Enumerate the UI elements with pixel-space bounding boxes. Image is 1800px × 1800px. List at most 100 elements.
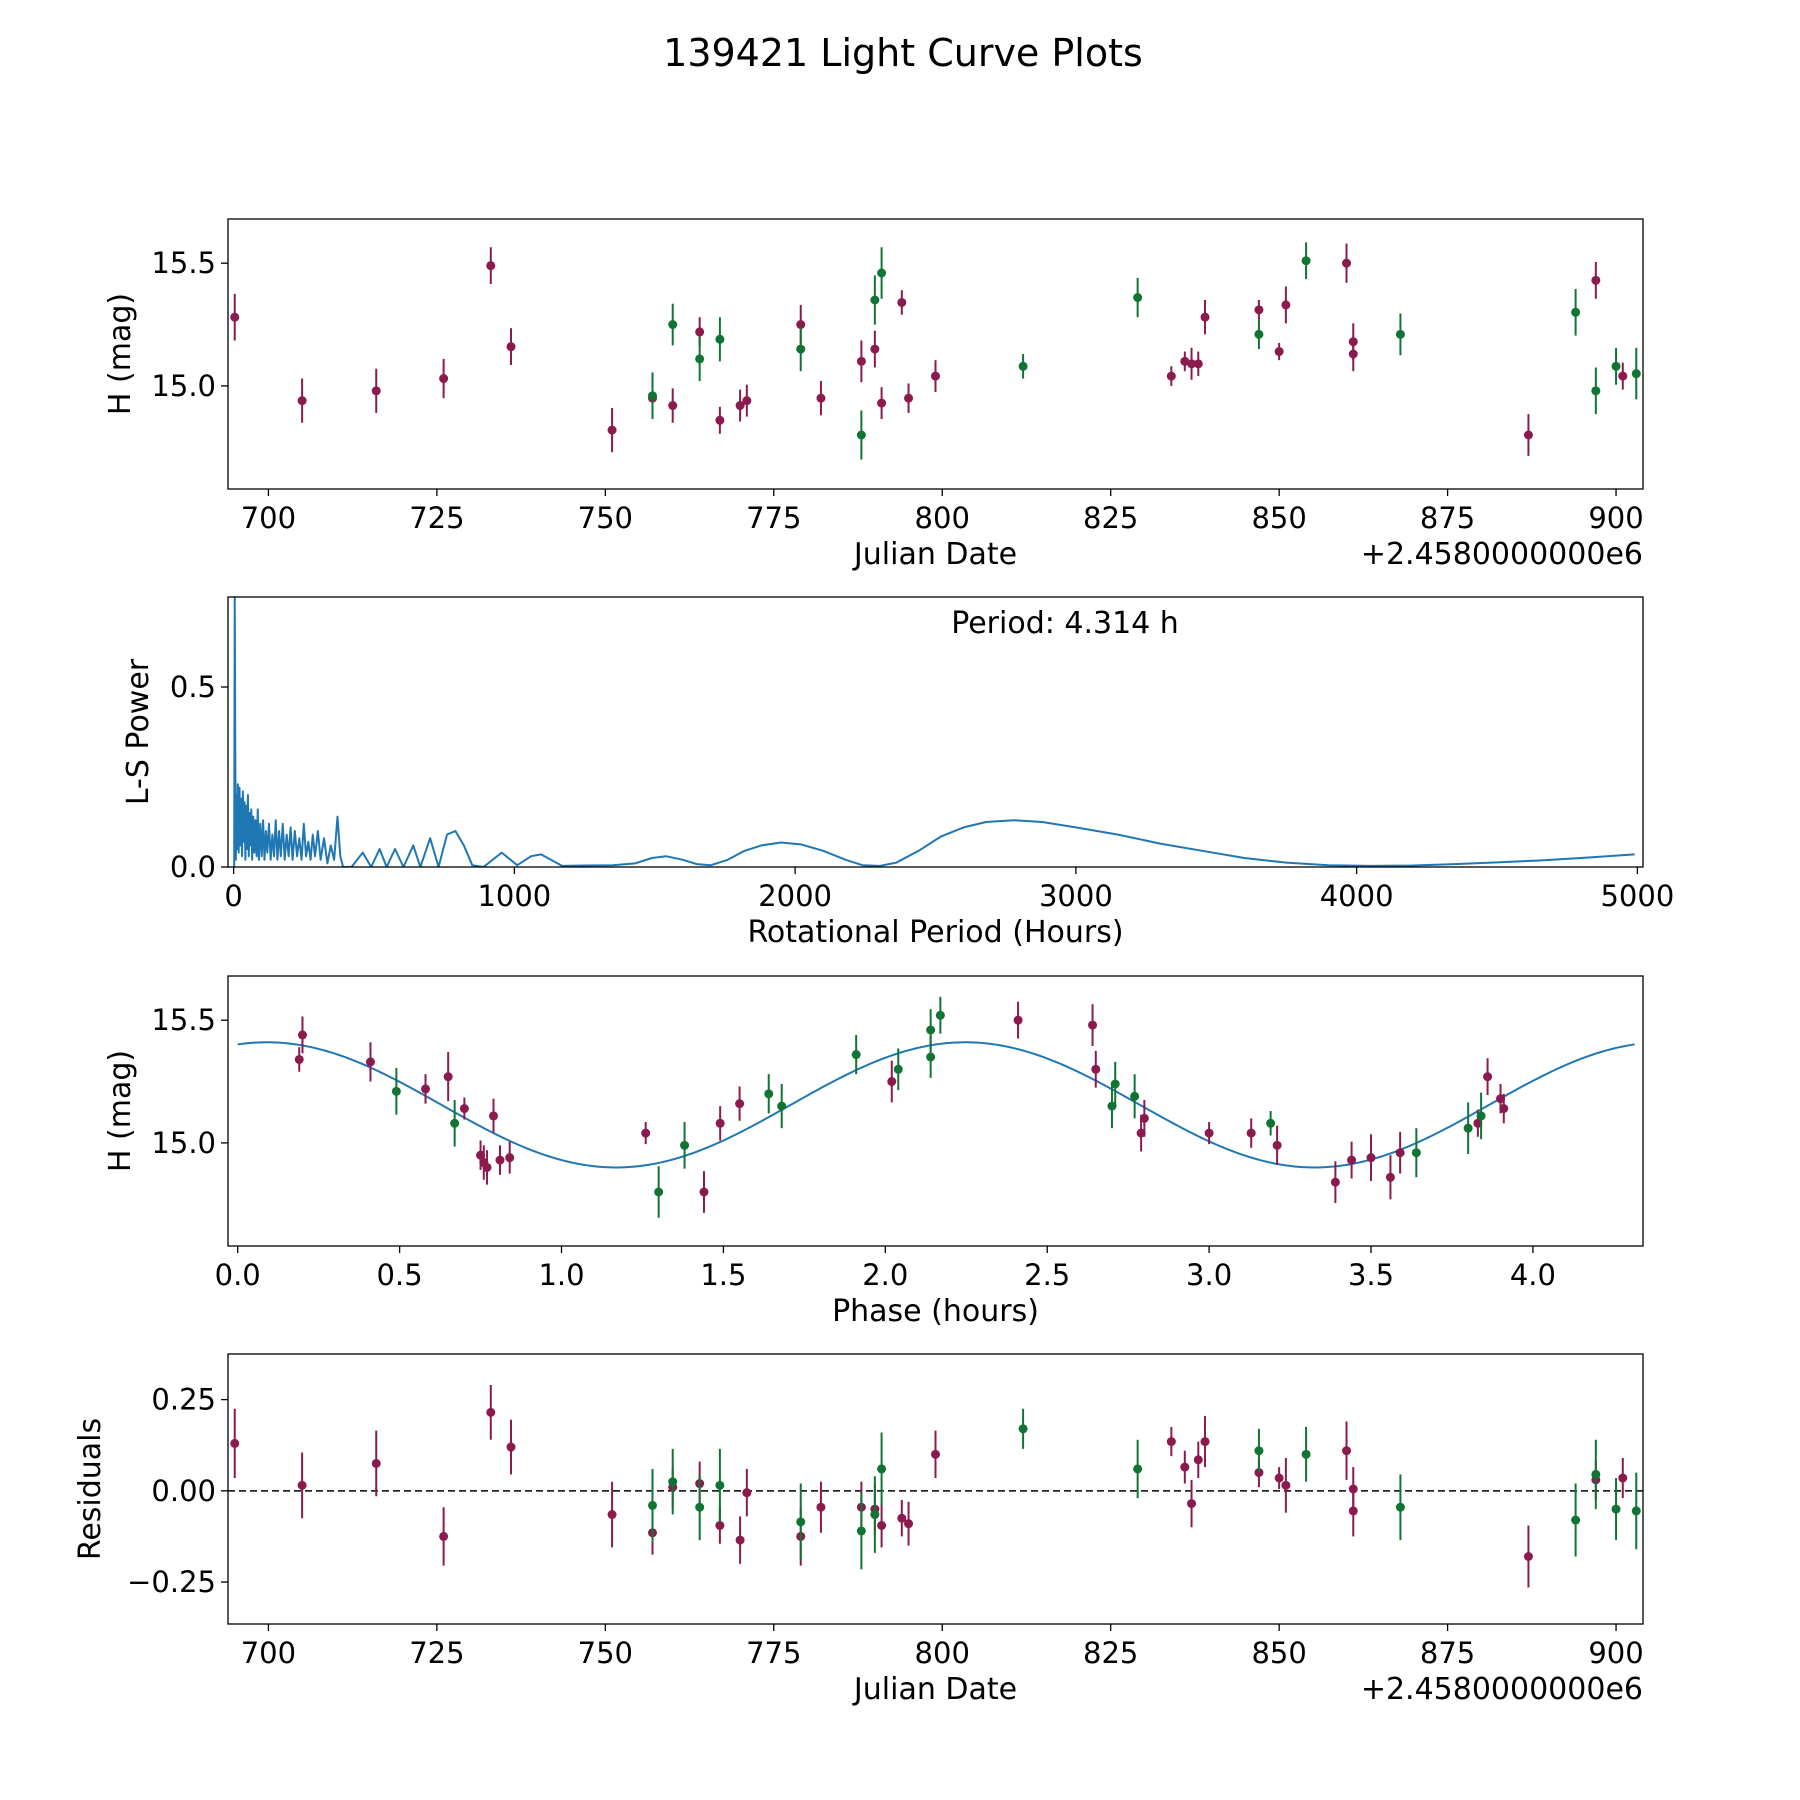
phase-magenta-point-29: [1395, 1148, 1405, 1158]
residuals-xlabel: Julian Date: [852, 1672, 1017, 1707]
lightcurve-green-point-3: [715, 334, 725, 344]
lightcurve-magenta-point-19: [904, 393, 914, 403]
lightcurve-green-point-10: [1254, 329, 1264, 339]
phase-green-point-2: [654, 1187, 664, 1197]
phase-green-point-5: [777, 1101, 787, 1111]
lightcurve-green-point-5: [856, 430, 866, 440]
residuals-green-point-3: [715, 1480, 725, 1490]
lightcurve-xtick-label-4: 800: [915, 501, 970, 535]
phase-ytick-label-0: 15.0: [151, 1126, 216, 1160]
residuals-green-point-10: [1254, 1446, 1264, 1456]
phase-xtick-label-8: 4.0: [1510, 1258, 1556, 1292]
periodogram-xtick-label-0: 0: [224, 879, 242, 913]
lightcurve-magenta-point-27: [1274, 347, 1284, 357]
phase-magenta-point-14: [715, 1118, 725, 1128]
phase-magenta-point-25: [1330, 1177, 1340, 1187]
residuals-green-point-1: [668, 1477, 678, 1487]
periodogram-xtick-label-4: 4000: [1320, 879, 1394, 913]
lightcurve-magenta-point-13: [796, 320, 806, 330]
residuals-xtick-label-7: 875: [1420, 1636, 1475, 1670]
lightcurve-ylabel: H (mag): [103, 293, 138, 415]
lightcurve-xtick-label-6: 850: [1251, 501, 1306, 535]
residuals-xtick-label-3: 775: [746, 1636, 801, 1670]
lightcurve-xtick-label-5: 825: [1083, 501, 1138, 535]
phase-green-point-14: [1266, 1118, 1276, 1128]
residuals-magenta-point-4: [486, 1407, 496, 1417]
residuals-green-point-4: [796, 1517, 806, 1527]
periodogram-xtick-label-2: 2000: [758, 879, 832, 913]
periodogram-ylabel: L-S Power: [121, 658, 156, 805]
phase-magenta-point-17: [1013, 1015, 1023, 1025]
residuals-magenta-point-19: [904, 1519, 914, 1529]
residuals-ytick-label-1: 0.00: [151, 1474, 216, 1508]
residuals-panel: 700 725 750 775 800 825 850 875 900 −0.25 0.00 0.25…: [73, 1353, 1644, 1707]
phase-xtick-label-5: 2.5: [1024, 1258, 1070, 1292]
lightcurve-green-point-16: [1631, 369, 1641, 379]
residuals-data: [228, 1385, 1643, 1588]
phase-green-point-3: [680, 1140, 690, 1150]
lightcurve-magenta-point-32: [1523, 430, 1533, 440]
residuals-magenta-point-0: [230, 1438, 240, 1448]
residuals-magenta-point-18: [897, 1513, 907, 1523]
residuals-green-point-8: [1018, 1424, 1028, 1434]
residuals-magenta-point-5: [506, 1442, 516, 1452]
lightcurve-green-point-15: [1611, 361, 1621, 371]
phase-xtick-label-3: 1.5: [700, 1258, 746, 1292]
lightcurve-xtick-label-1: 725: [409, 501, 464, 535]
phase-xtick-label-4: 2.0: [862, 1258, 908, 1292]
residuals-green-point-5: [856, 1526, 866, 1536]
residuals-xtick-label-4: 800: [915, 1636, 970, 1670]
periodogram-annotation: Period: 4.314 h: [951, 606, 1179, 641]
lightcurve-magenta-point-26: [1254, 305, 1264, 315]
periodogram-xtick-label-3: 3000: [1039, 879, 1113, 913]
residuals-magenta-point-17: [877, 1520, 887, 1530]
phase-green-point-1: [450, 1118, 460, 1128]
phase-magenta-point-11: [505, 1153, 515, 1163]
residuals-magenta-point-25: [1200, 1437, 1210, 1447]
phase-magenta-point-21: [1139, 1113, 1149, 1123]
residuals-magenta-point-23: [1187, 1499, 1197, 1509]
phase-magenta-point-10: [495, 1155, 505, 1165]
residuals-magenta-point-10: [715, 1520, 725, 1530]
periodogram-panel: 0 1000 2000 3000 4000 5000 0.0 0.5 Rotational Pe…: [121, 596, 1674, 950]
residuals-ylabel: Residuals: [73, 1418, 108, 1560]
lightcurve-magenta-point-16: [870, 344, 880, 354]
residuals-magenta-point-1: [297, 1480, 307, 1490]
residuals-green-point-2: [695, 1502, 705, 1512]
lightcurve-magenta-point-10: [715, 415, 725, 425]
residuals-magenta-point-20: [931, 1449, 940, 1459]
periodogram-xtick-label-1: 1000: [477, 879, 551, 913]
residuals-magenta-point-12: [742, 1488, 752, 1498]
lightcurve-magenta-point-31: [1348, 349, 1358, 359]
phase-xlabel: Phase (hours): [832, 1294, 1039, 1329]
lightcurve-ytick-label-0: 15.0: [151, 369, 216, 403]
residuals-magenta-point-22: [1180, 1462, 1190, 1472]
lightcurve-magenta-point-20: [931, 371, 940, 381]
lightcurve-green-point-9: [1133, 293, 1143, 303]
residuals-green-point-15: [1611, 1504, 1621, 1514]
residuals-magenta-point-27: [1274, 1473, 1284, 1483]
lightcurve-magenta-point-15: [856, 356, 866, 366]
residuals-green-point-13: [1571, 1515, 1581, 1525]
lightcurve-xtick-label-3: 775: [746, 501, 801, 535]
lightcurve-axes-frame: [227, 218, 1644, 490]
lightcurve-magenta-point-8: [668, 401, 678, 411]
lightcurve-data: [230, 242, 1641, 460]
lightcurve-xtick-label-0: 700: [241, 501, 296, 535]
residuals-magenta-point-28: [1281, 1480, 1291, 1490]
residuals-green-point-12: [1395, 1502, 1405, 1512]
lightcurve-magenta-point-34: [1618, 371, 1628, 381]
phase-magenta-point-5: [459, 1104, 469, 1114]
phase-magenta-point-9: [489, 1111, 499, 1121]
residuals-green-point-7: [877, 1464, 887, 1474]
phase-magenta-point-31: [1483, 1072, 1493, 1082]
lightcurve-magenta-point-28: [1281, 300, 1291, 310]
phase-magenta-point-24: [1272, 1140, 1282, 1150]
phase-axes-frame: [227, 975, 1644, 1247]
lightcurve-green-point-6: [870, 295, 880, 305]
phase-magenta-point-4: [443, 1072, 453, 1082]
phase-xtick-label-0: 0.0: [215, 1258, 261, 1292]
phase-green-point-17: [1476, 1111, 1486, 1121]
phase-xtick-label-2: 1.0: [538, 1258, 584, 1292]
residuals-xtick-label-5: 825: [1083, 1636, 1138, 1670]
